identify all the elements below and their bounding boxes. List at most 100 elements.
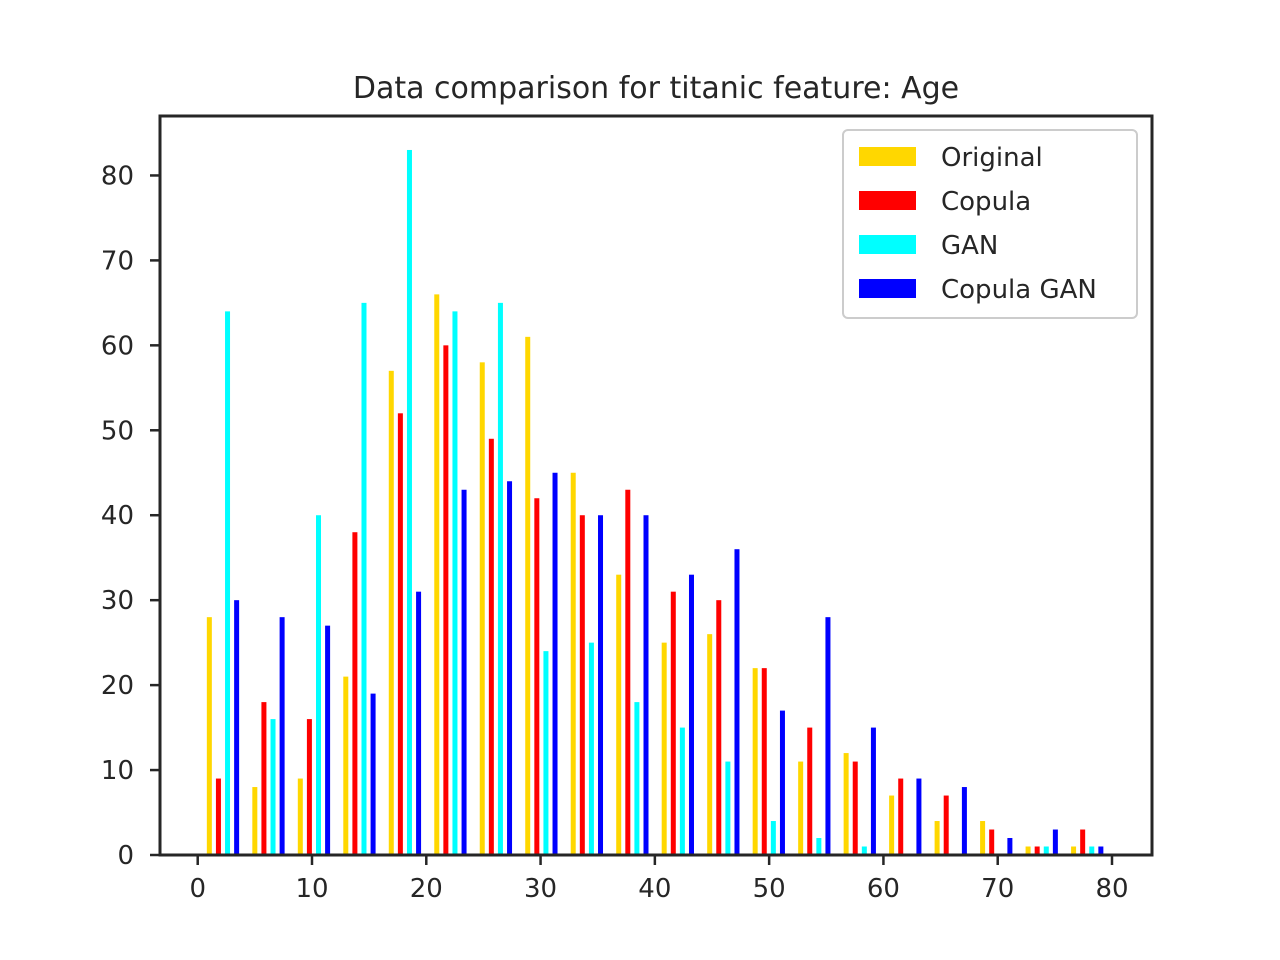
bar-gan-2 [316,515,322,855]
bar-copula-13 [807,727,813,855]
x-tick-label-50: 50 [753,874,786,904]
bar-gan-12 [770,821,776,855]
bar-original-6 [479,362,485,855]
x-tick-label-30: 30 [524,874,557,904]
bar-gan-8 [588,642,594,855]
y-tick-label-60: 60 [101,331,134,361]
bar-original-5 [434,294,440,856]
bar-original-16 [934,821,940,855]
bar-original-19 [1071,846,1077,855]
bar-gan-4 [406,149,412,856]
bar-copula-gan-6 [507,481,513,855]
bar-original-7 [525,336,531,855]
bar-copula-15 [898,778,904,855]
bar-copula-gan-18 [1052,829,1058,855]
bar-copula-5 [443,345,449,855]
bar-copula-7 [534,498,540,855]
bar-gan-7 [543,651,549,855]
bar-original-18 [1025,846,1031,855]
bar-original-4 [388,370,394,855]
bar-gan-1 [270,719,276,855]
bar-gan-14 [861,846,867,855]
bar-copula-gan-4 [416,591,422,855]
chart-title: Data comparison for titanic feature: Age [353,71,959,106]
x-tick-label-0: 0 [189,874,206,904]
bar-gan-10 [679,727,685,855]
bar-copula-6 [488,438,494,855]
bar-copula-14 [852,761,858,855]
legend-label-copula: Copula [941,187,1031,217]
legend-box [842,129,1138,319]
bar-copula-gan-16 [961,787,967,855]
bar-gan-13 [816,838,822,855]
bar-copula-gan-2 [325,625,331,855]
bar-original-17 [980,821,986,855]
x-tick-label-20: 20 [410,874,443,904]
legend-label-copula-gan: Copula GAN [941,275,1097,305]
bar-copula-gan-8 [598,515,604,855]
axes-layer: 0 10 20 30 40 50 60 70 80 0 10 20 30 40 50 60 70 80 [101,114,1154,904]
bar-gan-11 [725,761,731,855]
legend-swatch-copula [859,191,916,210]
bar-copula-gan-9 [643,515,649,855]
y-tick-label-30: 30 [101,586,134,616]
bar-copula-gan-12 [779,710,785,855]
bar-copula-11 [716,600,722,855]
bar-original-10 [661,642,667,855]
x-tick-label-60: 60 [867,874,900,904]
bar-copula-gan-13 [825,617,831,855]
bar-copula-gan-7 [552,472,558,855]
bar-copula-gan-15 [916,778,922,855]
bar-copula-gan-5 [461,489,467,855]
bar-gan-5 [452,311,458,856]
bar-copula-2 [306,719,312,855]
legend-label-original: Original [941,143,1043,173]
y-tick-label-40: 40 [101,501,134,531]
y-tick-label-80: 80 [101,161,134,191]
bar-copula-gan-17 [1007,838,1013,855]
bar-copula-9 [625,489,631,855]
bar-original-15 [889,795,895,855]
bar-copula-gan-1 [279,617,285,855]
bar-copula-gan-3 [370,693,376,855]
legend-swatch-copula-gan [859,279,916,298]
y-tick-label-10: 10 [101,756,134,786]
x-tick-label-70: 70 [981,874,1014,904]
bar-original-13 [798,761,804,855]
bar-original-9 [616,574,622,855]
y-tick-label-0: 0 [117,841,134,871]
bar-copula-gan-14 [870,727,876,855]
bar-copula-0 [215,778,221,855]
bar-copula-3 [352,532,358,855]
x-tick-label-40: 40 [638,874,671,904]
bar-copula-17 [989,829,995,855]
legend: Original Copula GAN Copula GAN [842,129,1138,319]
bar-original-1 [252,787,258,855]
bar-copula-19 [1080,829,1086,855]
bar-original-2 [297,778,303,855]
legend-label-gan: GAN [941,231,998,261]
legend-swatch-gan [859,235,916,254]
bar-copula-16 [943,795,949,855]
y-tick-label-50: 50 [101,416,134,446]
bar-copula-1 [261,702,267,855]
bar-original-8 [570,472,576,855]
bar-gan-18 [1043,846,1049,855]
bar-original-3 [343,676,349,855]
bar-copula-8 [579,515,585,855]
bar-copula-gan-11 [734,549,740,855]
bar-copula-4 [397,413,403,855]
bars-layer [206,149,1104,856]
y-tick-label-70: 70 [101,246,134,276]
bar-copula-gan-10 [688,574,694,855]
bar-gan-9 [634,702,640,855]
y-tick-label-20: 20 [101,671,134,701]
bar-copula-10 [670,591,676,855]
bar-gan-0 [225,311,231,856]
bar-gan-19 [1089,846,1095,855]
legend-swatch-original [859,147,916,166]
bar-original-12 [752,668,758,855]
bar-gan-6 [497,302,503,856]
